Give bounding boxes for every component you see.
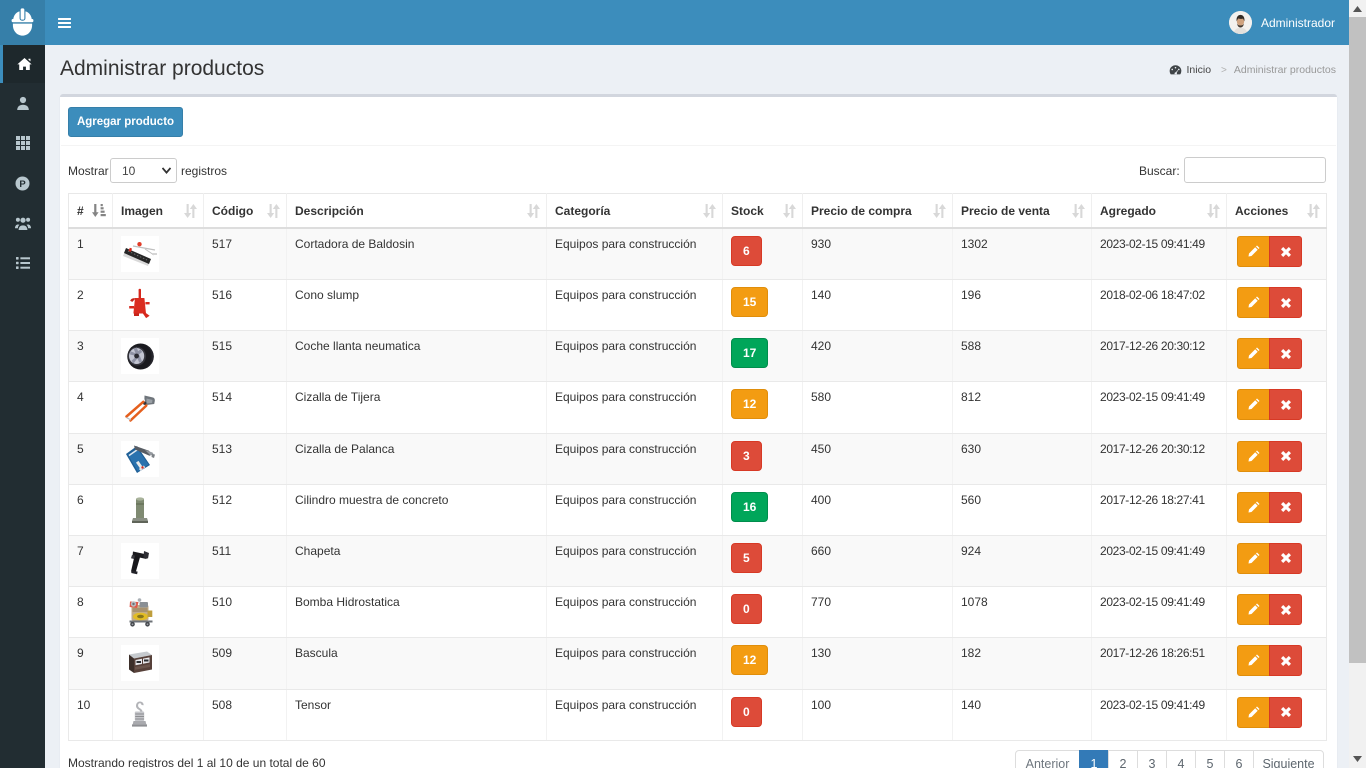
svg-text:P: P bbox=[19, 179, 26, 190]
